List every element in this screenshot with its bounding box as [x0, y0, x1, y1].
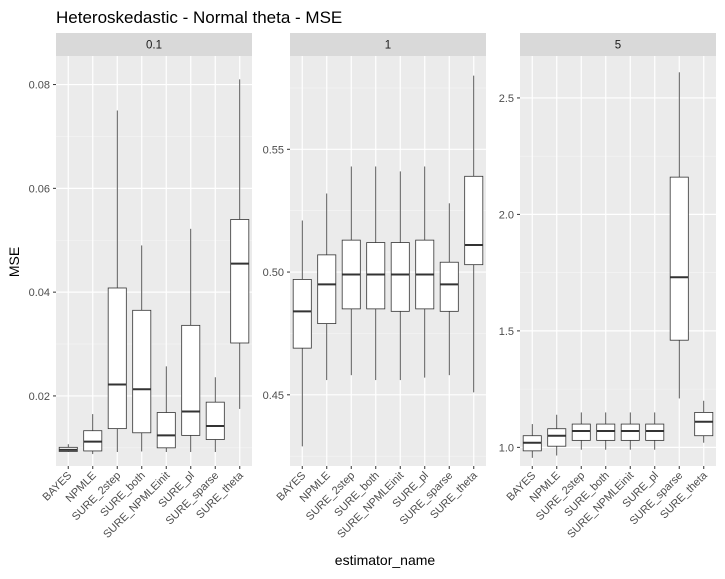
box-SURE_2step [107, 110, 127, 452]
facet-strip-label: 5 [615, 40, 621, 52]
y-tick-label: 0.06 [29, 183, 50, 195]
facet-strip-label: 0.1 [146, 40, 162, 52]
box-iqr [181, 324, 201, 436]
facet-panel-2: 10.450.500.55BAYESNPMLESURE_2stepSURE_bo… [263, 33, 486, 541]
box-iqr [547, 428, 567, 447]
facet-strip-label: 1 [385, 40, 391, 52]
facet-strip [290, 33, 486, 56]
box-SURE_pl [181, 228, 201, 452]
y-tick-label: 0.55 [263, 144, 284, 156]
box-iqr [439, 261, 459, 312]
y-tick-label: 2.0 [499, 209, 514, 221]
box-SURE_both [366, 166, 386, 381]
facet-panel-1: 0.10.020.040.060.08BAYESNPMLESURE_2stepS… [29, 33, 252, 541]
x-axis-title: estimator_name [335, 552, 436, 568]
box-SURE_theta [230, 79, 250, 409]
box-SURE_NPMLEinit [156, 366, 176, 452]
box-BAYES [522, 424, 542, 458]
box-iqr [317, 254, 337, 325]
box-iqr [571, 423, 591, 441]
box-SURE_2step [341, 166, 361, 376]
facets-group: 0.10.020.040.060.08BAYESNPMLESURE_2stepS… [29, 33, 716, 541]
box-NPMLE [83, 414, 103, 455]
facet-strip [56, 33, 252, 56]
box-iqr [230, 219, 250, 344]
box-SURE_theta [694, 400, 714, 443]
y-tick-label: 2.5 [499, 93, 514, 105]
box-SURE_theta [464, 75, 484, 393]
box-SURE_sparse [205, 377, 225, 452]
box-iqr [464, 175, 484, 266]
box-SURE_sparse [439, 203, 459, 376]
y-tick-label: 1.0 [499, 442, 514, 454]
y-axis-title: MSE [6, 247, 22, 277]
box-SURE_both [132, 245, 152, 452]
box-SURE_NPMLEinit [390, 171, 410, 381]
box-SURE_pl [415, 166, 435, 378]
box-iqr [107, 287, 127, 430]
box-iqr [694, 412, 714, 437]
box-BAYES [292, 220, 312, 447]
facet-panel-3: 51.01.52.02.5BAYESNPMLESURE_2stepSURE_bo… [499, 33, 716, 541]
y-tick-label: 0.50 [263, 267, 284, 279]
box-iqr [132, 309, 152, 434]
box-SURE_NPMLEinit [620, 412, 640, 450]
box-SURE_pl [645, 412, 665, 450]
panel-background [56, 56, 252, 466]
box-iqr [292, 279, 312, 349]
y-tick-label: 0.08 [29, 80, 50, 92]
box-iqr [620, 423, 640, 441]
box-NPMLE [547, 414, 567, 456]
y-tick-label: 1.5 [499, 326, 514, 338]
y-tick-label: 0.45 [263, 390, 284, 402]
box-NPMLE [317, 193, 337, 381]
box-iqr [596, 423, 616, 441]
box-iqr [669, 176, 689, 341]
box-SURE_both [596, 412, 616, 450]
box-SURE_2step [571, 412, 591, 450]
box-iqr [645, 423, 665, 441]
box-BAYES [58, 444, 78, 452]
facet-strip [520, 33, 716, 56]
box-SURE_sparse [669, 72, 689, 399]
y-tick-label: 0.02 [29, 391, 50, 403]
box-iqr [156, 412, 176, 449]
box-iqr [390, 242, 410, 312]
box-iqr [366, 242, 386, 310]
chart-title: Heteroskedastic - Normal theta - MSE [56, 8, 342, 27]
box-iqr [205, 401, 225, 440]
y-tick-label: 0.04 [29, 287, 50, 299]
